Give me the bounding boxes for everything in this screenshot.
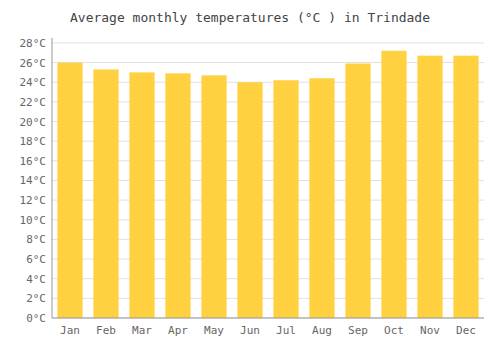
bar <box>201 75 226 318</box>
bar <box>129 72 154 318</box>
y-tick-label: 14°C <box>20 174 47 187</box>
x-tick-label: Jul <box>276 324 296 337</box>
y-tick-label: 6°C <box>26 253 46 266</box>
bar <box>453 56 478 318</box>
y-tick-label: 12°C <box>20 194 47 207</box>
x-tick-label: Apr <box>168 324 188 337</box>
x-tick-label: Sep <box>348 324 368 337</box>
bar <box>309 78 334 318</box>
x-tick-label: Oct <box>384 324 404 337</box>
grid-line <box>52 318 484 319</box>
bar <box>237 82 262 318</box>
bar <box>417 56 442 318</box>
bar <box>345 64 370 318</box>
y-tick-label: 28°C <box>20 37 47 50</box>
y-tick-label: 4°C <box>26 273 46 286</box>
x-tick-label: Nov <box>420 324 440 337</box>
bar <box>273 80 298 318</box>
bar <box>93 69 118 318</box>
y-tick-label: 20°C <box>20 116 47 129</box>
y-tick-label: 0°C <box>26 312 46 325</box>
chart-container: 0°C 2°C 4°C 6°C 8°C 10°C 12°C 14°C 16°C 18°C 20°C 2… <box>0 0 500 350</box>
x-tick-label: Feb <box>96 324 116 337</box>
bar <box>381 51 406 318</box>
y-tick-label: 18°C <box>20 135 47 148</box>
x-tick-label: Jan <box>60 324 80 337</box>
grid <box>52 43 484 318</box>
y-tick-label: 26°C <box>20 57 47 70</box>
x-tick-label: May <box>204 324 224 337</box>
x-tick-label: Jun <box>240 324 260 337</box>
bars <box>57 51 478 318</box>
chart: 0°C 2°C 4°C 6°C 8°C 10°C 12°C 14°C 16°C 18°C 20°C 2… <box>0 0 500 350</box>
y-tick-label: 10°C <box>20 214 47 227</box>
x-axis-line <box>52 318 484 319</box>
x-tick-label: Mar <box>132 324 152 337</box>
grid-line <box>52 42 484 43</box>
y-tick-label: 16°C <box>20 155 47 168</box>
title: Average monthly temperatures (°C ) in Tr… <box>70 10 430 25</box>
bar <box>57 63 82 318</box>
y-tick-label: 24°C <box>20 76 47 89</box>
y-tick-label: 8°C <box>26 233 46 246</box>
y-axis-line <box>52 38 53 318</box>
y-tick-label: 22°C <box>20 96 47 109</box>
bar <box>165 73 190 318</box>
x-tick-label: Dec <box>456 324 476 337</box>
y-tick-label: 2°C <box>26 292 46 305</box>
x-tick-label: Aug <box>312 324 332 337</box>
